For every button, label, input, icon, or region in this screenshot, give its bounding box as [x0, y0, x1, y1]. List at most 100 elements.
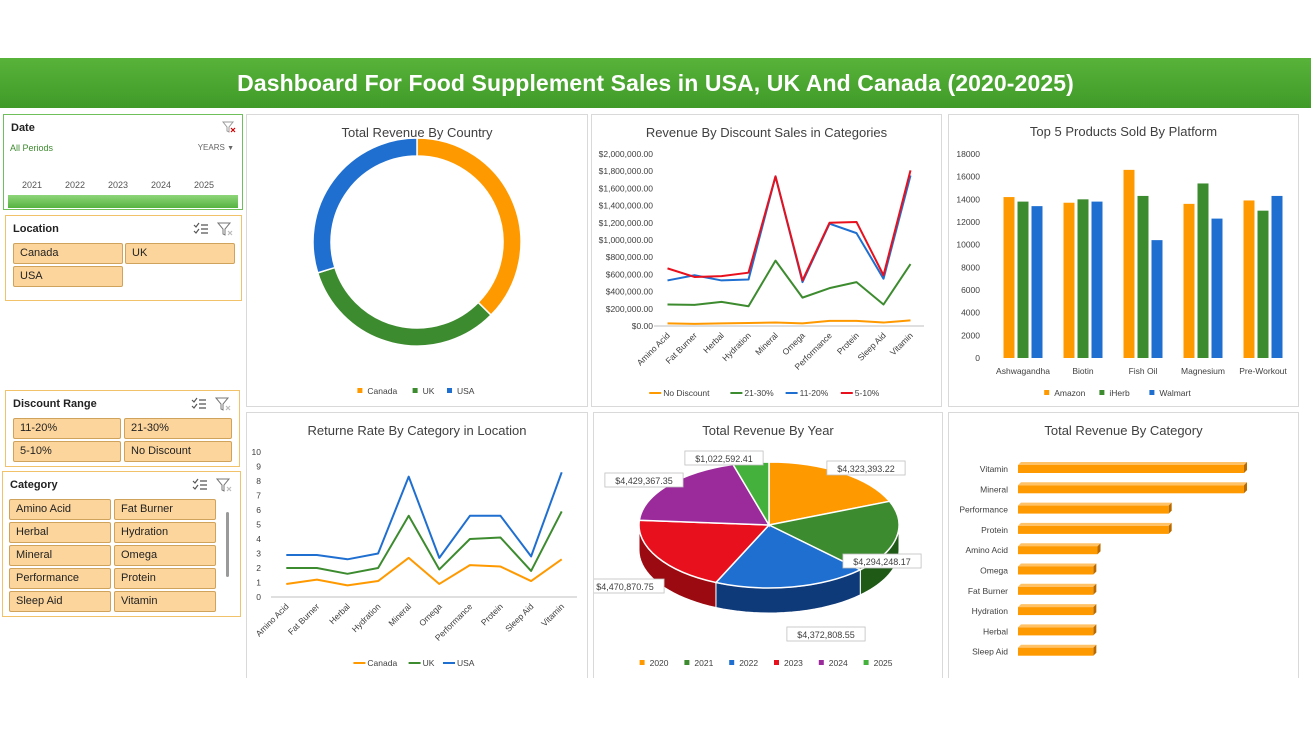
bar: [1211, 218, 1223, 358]
timeline-year[interactable]: 2022: [65, 180, 86, 190]
y-tick-label: 8000: [961, 262, 980, 272]
slicer-scrollbar[interactable]: [226, 512, 229, 577]
legend-label: 2024: [829, 658, 848, 668]
clear-filter-icon[interactable]: [222, 120, 236, 134]
bar: [1003, 197, 1015, 358]
bar: [1151, 240, 1163, 358]
category-tile-fat-burner[interactable]: Fat Burner: [114, 499, 216, 520]
data-label-box: [826, 460, 906, 476]
location-tile-uk[interactable]: UK: [125, 243, 235, 264]
donut-slice: [312, 137, 418, 274]
chevron-down-icon: ▼: [227, 145, 234, 152]
bar: [1197, 183, 1209, 358]
legend-marker: [863, 660, 869, 665]
chart-title: Total Revenue By Year: [702, 423, 834, 438]
bar: [1018, 485, 1244, 494]
timeline-bar[interactable]: [8, 195, 238, 208]
category-tile-amino-acid[interactable]: Amino Acid: [9, 499, 111, 520]
multi-select-icon[interactable]: [192, 478, 208, 492]
y-tick-label: $600,000.00: [606, 269, 654, 279]
x-tick-label: Sleep Aid: [503, 601, 536, 634]
chart-revenue-by-year: Total Revenue By Year $4,323,393.22 $4,29…: [593, 412, 943, 682]
category-tile-herbal[interactable]: Herbal: [9, 522, 111, 543]
y-tick-label: 10: [252, 447, 262, 457]
chart-revenue-by-discount: Revenue By Discount Sales in Categories …: [591, 114, 942, 407]
dashboard-title: Dashboard For Food Supplement Sales in U…: [0, 58, 1311, 108]
legend-label: 2023: [784, 658, 803, 668]
bar-side: [1093, 583, 1097, 595]
multi-select-icon[interactable]: [193, 222, 209, 236]
legend-marker: [684, 660, 690, 665]
bar: [1243, 200, 1255, 358]
y-tick-label: 10000: [956, 240, 980, 250]
bar-top: [1018, 563, 1097, 567]
bar: [1018, 647, 1094, 656]
x-tick-label: Fish Oil: [1129, 366, 1158, 376]
bar: [1031, 206, 1043, 358]
chart-title: Total Revenue By Category: [1044, 423, 1203, 438]
y-tick-label: $1,800,000.00: [599, 166, 654, 176]
y-tick-label: 5: [256, 520, 261, 530]
pie-slice: [714, 524, 863, 589]
category-tile-omega[interactable]: Omega: [114, 545, 216, 566]
category-tile-hydration[interactable]: Hydration: [114, 522, 216, 543]
legend-label: Canada: [367, 658, 397, 668]
bar: [1018, 546, 1098, 555]
data-label: $1,022,592.41: [695, 454, 753, 464]
bar: [1183, 203, 1195, 358]
multi-select-icon[interactable]: [191, 397, 207, 411]
legend-label: USA: [457, 658, 475, 668]
bar-side: [1093, 624, 1097, 636]
timeline-year[interactable]: 2021: [22, 180, 43, 190]
y-tick-label: $1,200,000.00: [599, 218, 654, 228]
bar-side: [1093, 604, 1097, 616]
bar: [1018, 505, 1169, 514]
bar: [1018, 566, 1094, 575]
y-tick-label: 0: [256, 592, 261, 602]
location-tile-usa[interactable]: USA: [13, 266, 123, 287]
y-tick-label: Protein: [981, 525, 1008, 535]
y-tick-label: Performance: [959, 505, 1008, 515]
legend-label: UK: [423, 386, 435, 396]
bar: [1257, 210, 1269, 358]
date-timeline-slicer[interactable]: Date All Periods YEARS ▼ 2021 2022 2023 …: [3, 114, 243, 210]
category-tile-performance[interactable]: Performance: [9, 568, 111, 589]
legend-marker: [639, 660, 645, 665]
clear-filter-icon[interactable]: [215, 397, 231, 411]
category-slicer: Category Amino Acid Fat Burner Herbal Hy…: [2, 471, 241, 617]
discount-tile-21-30[interactable]: 21-30%: [124, 418, 232, 439]
bar-side: [1097, 543, 1101, 555]
timeline-year[interactable]: 2025: [194, 180, 215, 190]
location-slicer-title: Location: [13, 223, 59, 235]
x-tick-label: Protein: [479, 601, 505, 627]
clear-filter-icon[interactable]: [217, 222, 233, 236]
clear-filter-icon[interactable]: [216, 478, 232, 492]
bar-top: [1018, 543, 1101, 547]
data-label: $4,429,367.35: [615, 476, 673, 486]
bar: [1063, 202, 1075, 358]
timeline-year[interactable]: 2023: [108, 180, 129, 190]
category-tile-mineral[interactable]: Mineral: [9, 545, 111, 566]
series-line: [286, 510, 563, 575]
category-tile-sleep-aid[interactable]: Sleep Aid: [9, 591, 111, 612]
discount-tile-no-discount[interactable]: No Discount: [124, 441, 232, 462]
y-tick-label: $200,000.00: [606, 304, 654, 314]
time-level-label: YEARS: [197, 143, 225, 152]
y-tick-label: $1,400,000.00: [599, 201, 654, 211]
x-tick-label: Herbal: [327, 601, 352, 626]
bar-top: [1018, 604, 1097, 608]
category-tile-protein[interactable]: Protein: [114, 568, 216, 589]
discount-tile-11-20[interactable]: 11-20%: [13, 418, 121, 439]
time-level-dropdown[interactable]: YEARS ▼: [198, 143, 234, 152]
y-tick-label: Vitamin: [980, 464, 1008, 474]
legend-label: 2022: [739, 658, 758, 668]
legend-label: 5-10%: [855, 388, 880, 398]
location-tile-canada[interactable]: Canada: [13, 243, 123, 264]
chart-revenue-by-category: Total Revenue By Category Vitamin Mineral…: [948, 412, 1299, 682]
discount-tile-5-10[interactable]: 5-10%: [13, 441, 121, 462]
legend-label: 2021: [694, 658, 713, 668]
category-tile-vitamin[interactable]: Vitamin: [114, 591, 216, 612]
timeline-year[interactable]: 2024: [151, 180, 172, 190]
y-tick-label: Omega: [980, 566, 1008, 576]
